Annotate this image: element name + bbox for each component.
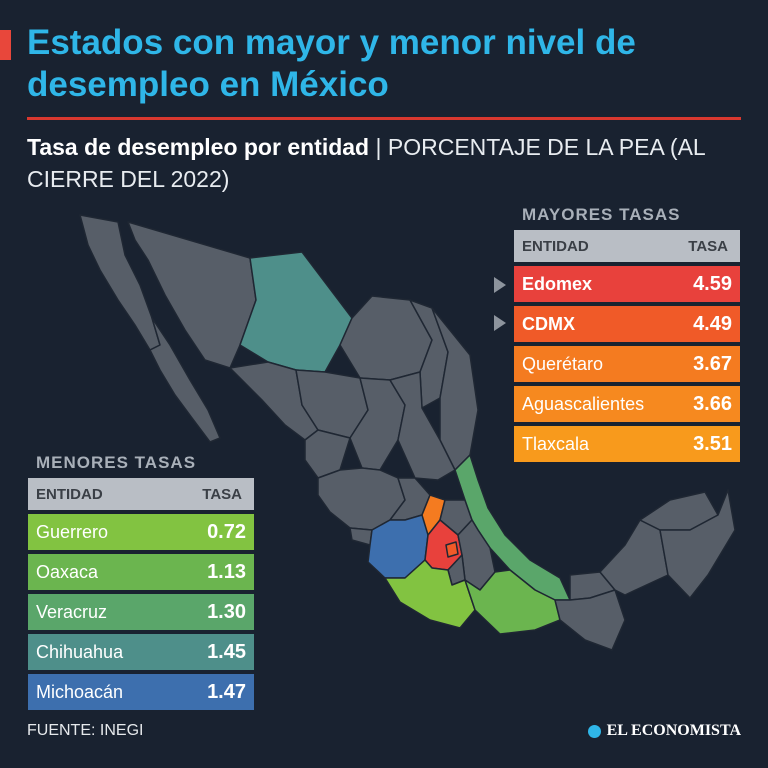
subtitle-unit: | PORCENTAJE DE LA PEA (AL CIERRE DEL 20… <box>27 134 705 192</box>
table-row: Michoacán 1.47 <box>28 674 254 710</box>
row-rate: 3.66 <box>693 392 732 415</box>
table-row: Edomex 4.59 <box>514 266 740 302</box>
title-accent-bar <box>0 30 11 60</box>
lowest-title: MENORES TASAS <box>36 453 197 472</box>
row-entity: Michoacán <box>36 681 124 702</box>
row-rate: 4.49 <box>693 312 732 335</box>
row-entity: Veracruz <box>36 601 108 622</box>
highest-col-entity: ENTIDAD <box>522 237 589 255</box>
table-row: Aguascalientes 3.66 <box>514 386 740 422</box>
row-rate: 1.30 <box>207 600 246 623</box>
state-chihuahua <box>239 251 353 373</box>
highest-table: ENTIDAD TASA Edomex 4.59 CDMX 4.49 Queré… <box>514 230 740 462</box>
table-row: Veracruz 1.30 <box>28 594 254 630</box>
row-rate: 1.13 <box>207 560 246 583</box>
state-guerrero <box>384 559 476 629</box>
state-baja-california-sur <box>149 317 221 443</box>
subtitle: Tasa de desempleo por entidad | PORCENTA… <box>27 131 747 195</box>
subtitle-main: Tasa de desempleo por entidad <box>27 134 370 160</box>
highest-table-header: ENTIDAD TASA <box>514 230 740 262</box>
brand-icon <box>587 724 601 738</box>
lowest-table-header: ENTIDAD TASA <box>28 478 254 510</box>
row-rate: 1.45 <box>207 640 246 663</box>
table-row: Chihuahua 1.45 <box>28 634 254 670</box>
lowest-table: ENTIDAD TASA Guerrero 0.72 Oaxaca 1.13 V… <box>28 478 254 710</box>
highest-col-rate: TASA <box>688 237 728 255</box>
brand-name: EL ECONOMISTA <box>606 722 741 739</box>
table-row: Querétaro 3.67 <box>514 346 740 382</box>
brand-logo: EL ECONOMISTA <box>587 722 741 740</box>
row-entity: Tlaxcala <box>522 433 590 454</box>
row-rate: 1.47 <box>207 680 246 703</box>
row-rate: 3.51 <box>693 432 732 455</box>
state-chiapas <box>554 589 626 651</box>
row-entity: Oaxaca <box>36 561 99 582</box>
table-row: CDMX 4.49 <box>514 306 740 342</box>
title-divider <box>27 117 741 120</box>
lowest-col-rate: TASA <box>202 485 242 503</box>
row-entity: Querétaro <box>522 353 604 374</box>
state-campeche <box>599 519 669 596</box>
pointer-arrow-icon <box>494 277 506 293</box>
row-entity: Aguascalientes <box>522 393 645 414</box>
row-entity: Chihuahua <box>36 641 124 662</box>
source-note: FUENTE: INEGI <box>27 722 144 739</box>
row-entity: CDMX <box>522 313 575 334</box>
state-cdmx <box>445 541 459 558</box>
state-quintana-roo <box>659 489 736 599</box>
page-title: Estados con mayor y menor nivel de desem… <box>27 23 636 104</box>
row-rate: 3.67 <box>693 352 732 375</box>
table-row: Guerrero 0.72 <box>28 514 254 550</box>
table-row: Oaxaca 1.13 <box>28 554 254 590</box>
row-entity: Guerrero <box>36 521 109 542</box>
state-san-luis-potosi <box>389 371 456 481</box>
row-entity: Edomex <box>522 273 593 294</box>
state-colima <box>349 527 373 546</box>
highest-title: MAYORES TASAS <box>522 205 681 224</box>
pointer-arrow-icon <box>494 315 506 331</box>
row-rate: 0.72 <box>207 520 246 543</box>
lowest-col-entity: ENTIDAD <box>36 485 103 503</box>
row-rate: 4.59 <box>693 272 732 295</box>
table-row: Tlaxcala 3.51 <box>514 426 740 462</box>
